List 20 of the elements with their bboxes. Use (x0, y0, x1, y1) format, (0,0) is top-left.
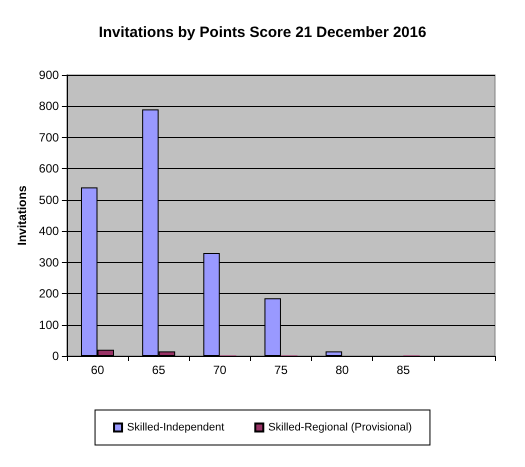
y-tick-label: 300 (38, 255, 60, 270)
y-tick-label: 500 (38, 192, 60, 207)
y-tick-label: 700 (38, 130, 60, 144)
legend-label: Skilled-Independent (127, 422, 224, 434)
y-tick-label: 200 (38, 286, 60, 301)
x-tick-label: 70 (213, 363, 227, 377)
y-tick-label: 100 (38, 318, 60, 332)
y-tick-label: 800 (38, 99, 60, 114)
y-tick-label: 600 (38, 162, 60, 176)
x-tick-label: 75 (274, 363, 288, 377)
x-tick-label: 80 (335, 363, 350, 377)
x-tick-label: 65 (152, 363, 166, 377)
y-tick-label: 900 (38, 68, 60, 82)
y-axis-title: Invitations (15, 185, 29, 246)
x-tick-label: 60 (90, 363, 104, 377)
x-tick-label: 85 (396, 363, 410, 377)
chart-title: Invitations by Points Score 21 December 2016 (98, 24, 426, 41)
y-tick-label: 0 (52, 349, 60, 363)
legend-label: Skilled-Regional (Provisional) (268, 422, 412, 434)
y-tick-label: 400 (38, 224, 60, 238)
